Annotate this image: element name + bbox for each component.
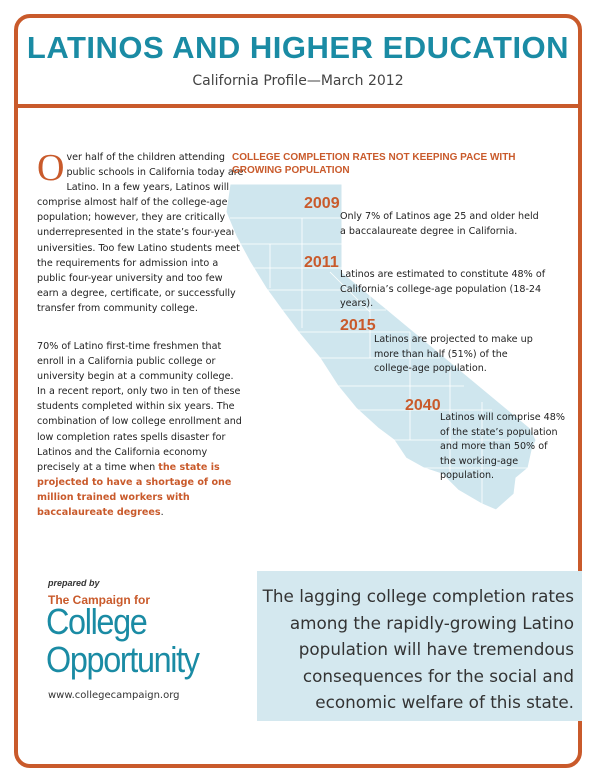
timeline-year-2011: 2011	[304, 254, 339, 271]
prepared-by-label: prepared by	[48, 578, 100, 588]
timeline-note-2009: Only 7% of Latinos age 25 and older held…	[340, 211, 539, 237]
timeline-year-2015: 2015	[340, 317, 376, 334]
timeline-heading: COLLEGE COMPLETION RATES NOT KEEPING PAC…	[232, 152, 516, 176]
timeline-note-2015: Latinos are projected to make up more th…	[374, 334, 533, 374]
intro-paragraph-2-text: 70% of Latino first-time freshmen that e…	[37, 341, 242, 473]
logo-opportunity: Opportunity	[46, 639, 200, 680]
website-url[interactable]: www.collegecampaign.org	[48, 690, 180, 701]
page-title: LATINOS AND HIGHER EDUCATION	[26, 30, 570, 65]
intro-paragraph-2-end: .	[160, 507, 164, 519]
callout-text: The lagging college completion rates amo…	[262, 586, 574, 712]
shortage-highlight: the state is projected to have a shortag…	[37, 461, 232, 519]
page-border	[14, 14, 582, 768]
timeline-year-2040: 2040	[405, 397, 441, 414]
logo-college: College	[46, 601, 148, 642]
page-subtitle: California Profile—March 2012	[192, 73, 404, 89]
county-lines	[230, 217, 530, 504]
callout-box	[257, 571, 582, 721]
timeline-note-2011: Latinos are estimated to constitute 48% …	[340, 269, 546, 309]
timeline-note-2040: Latinos will comprise 48% of the state’s…	[440, 412, 566, 481]
california-map	[225, 183, 537, 511]
header-divider	[14, 104, 582, 108]
drop-cap: O	[37, 147, 65, 189]
logo-campaign-for: The Campaign for	[48, 593, 151, 607]
intro-paragraph-1-text: ver half of the children attending publi…	[37, 152, 244, 314]
intro-paragraph-2: 70% of Latino first-time freshmen that e…	[37, 339, 245, 520]
timeline-year-2009: 2009	[304, 195, 340, 212]
